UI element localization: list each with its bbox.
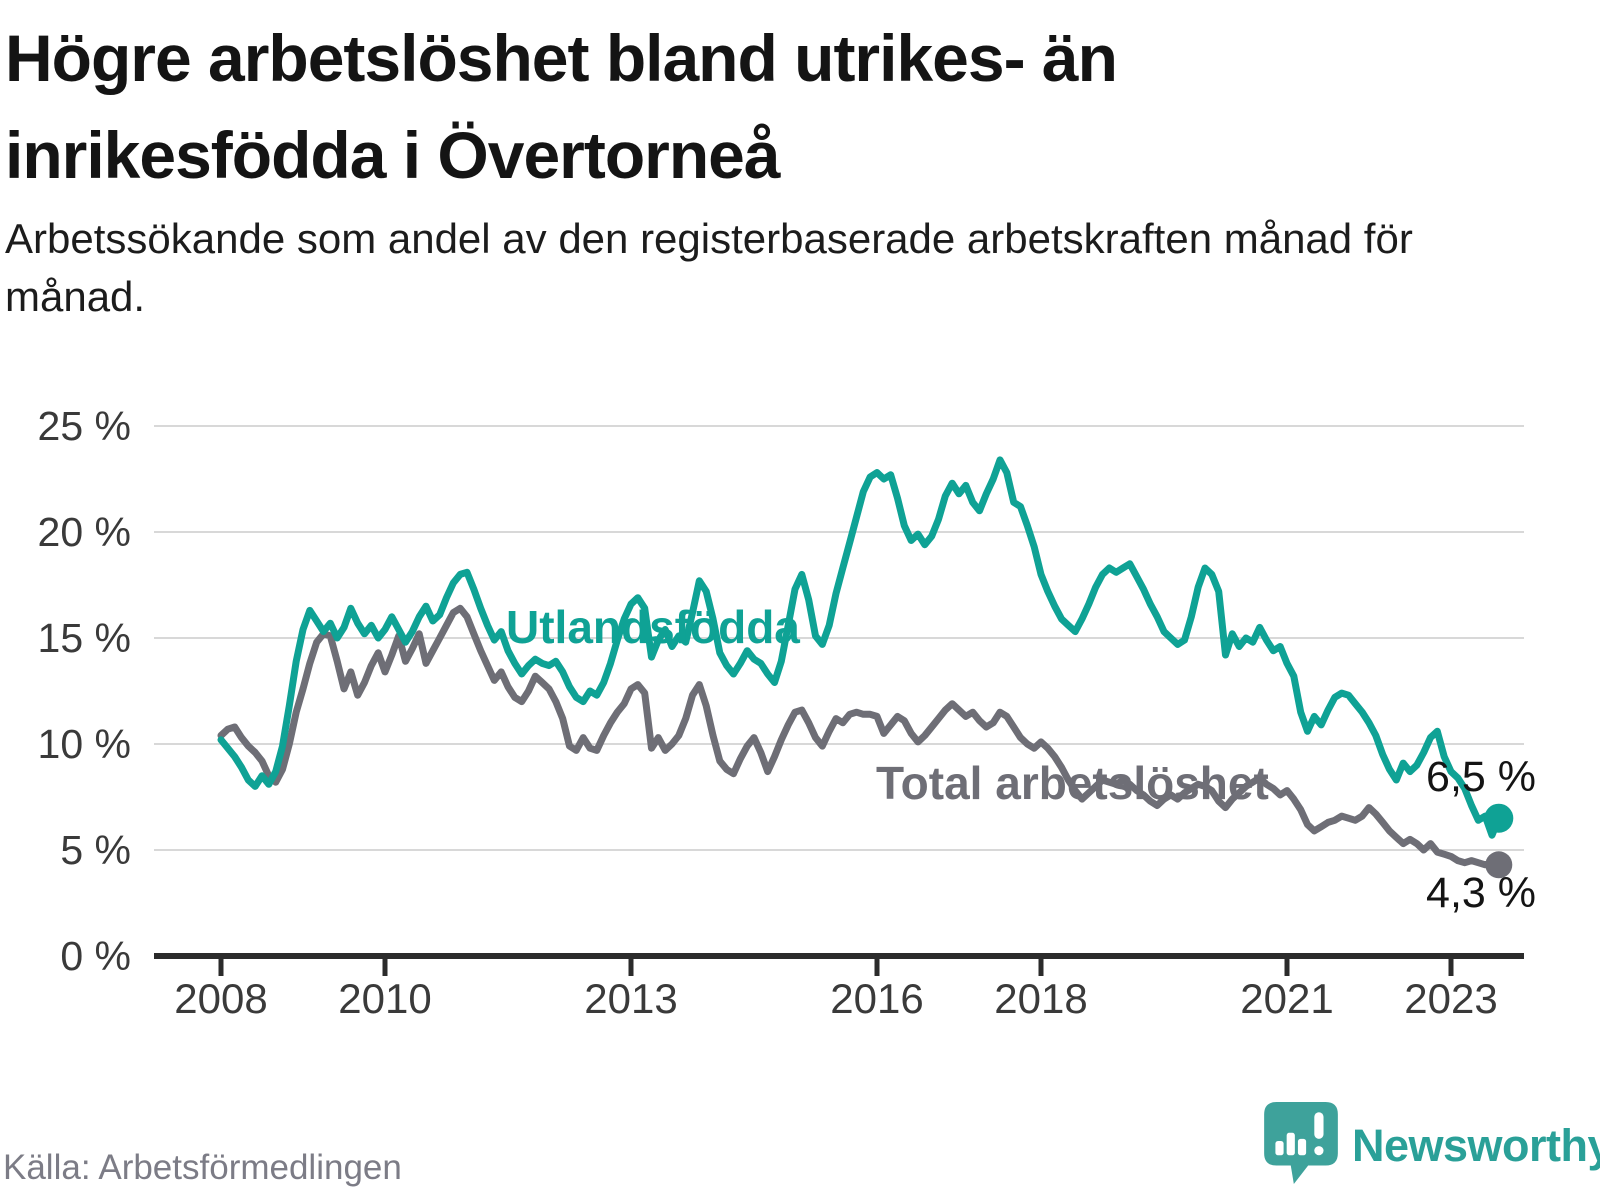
x-axis-label-2008: 2008 [174, 975, 267, 1022]
series-line-utlandsf-dda [217, 456, 1503, 839]
series-label-total-arbetsloshet: Total arbetslöshet [876, 757, 1269, 809]
series-end-dot-total-arbetsl-shet [1485, 851, 1513, 879]
x-axis-label-2016: 2016 [830, 975, 923, 1022]
end-value-utlandsfodda: 6,5 % [1426, 753, 1536, 801]
x-axis-label-2010: 2010 [338, 975, 431, 1022]
series-end-dot-utlandsf-dda [1484, 803, 1514, 833]
x-axis-label-2013: 2013 [584, 975, 677, 1022]
title-line-2: inrikesfödda i Övertorneå [5, 118, 781, 192]
x-axis-label-2021: 2021 [1240, 975, 1333, 1022]
series-line-total-arbetsl-shet [217, 604, 1503, 869]
newsworthy-brand: Newsworthy [1262, 1100, 1600, 1191]
newsworthy-wordmark: Newsworthy [1352, 1119, 1600, 1171]
series-label-utlandsfodda: Utlandsfödda [506, 601, 800, 653]
y-axis-label-25: 25 % [38, 403, 131, 449]
chart-subtitle: Arbetssökande som andel av den registerb… [5, 215, 1413, 320]
y-axis-label-20: 20 % [38, 509, 131, 555]
page-title: Högre arbetslöshet bland utrikes- än inr… [5, 10, 1295, 204]
newsworthy-logo-icon [1262, 1100, 1340, 1191]
y-axis-label-5: 5 % [60, 827, 131, 873]
y-axis-label-0: 0 % [60, 933, 131, 979]
title-line-1: Högre arbetslöshet bland utrikes- än [5, 21, 1118, 95]
source-note: Källa: Arbetsförmedlingen [3, 1148, 402, 1187]
end-value-total: 4,3 % [1426, 869, 1536, 917]
x-axis-label-2023: 2023 [1404, 975, 1497, 1022]
y-axis-label-10: 10 % [38, 721, 131, 767]
y-axis-label-15: 15 % [38, 615, 131, 661]
x-axis-label-2018: 2018 [994, 975, 1087, 1022]
